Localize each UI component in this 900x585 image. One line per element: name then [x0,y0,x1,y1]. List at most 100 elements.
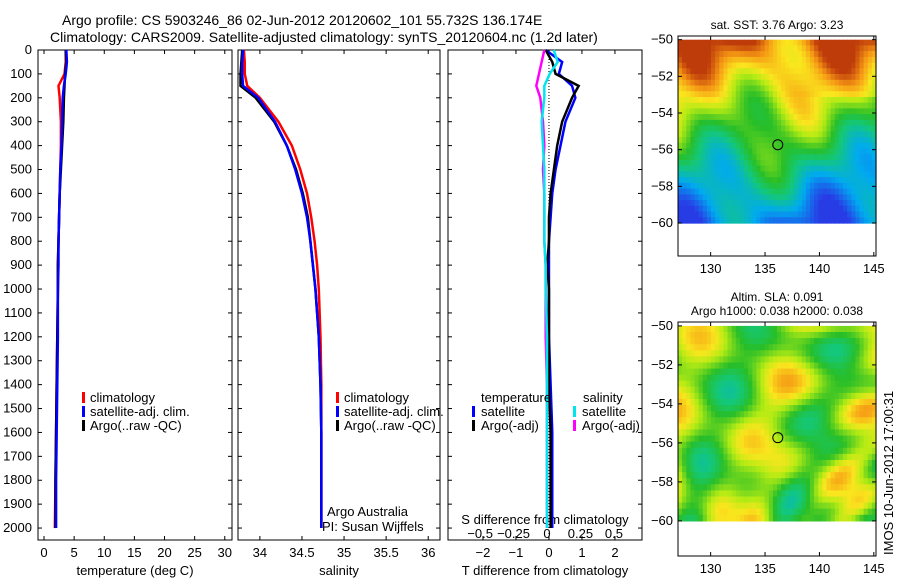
legend-swatch [82,392,85,403]
s-tick-label: −0.5 [467,526,493,541]
x-tick-label: 35.5 [373,545,398,560]
x-tick-label: 25 [187,545,201,560]
x-tick-label: 20 [157,545,171,560]
y-tick-label: −56 [651,142,673,157]
y-tick-label: −52 [651,357,673,372]
x-tick-label: −1 [509,545,524,560]
x-tick-label: −2 [476,545,491,560]
y-tick-label: 600 [10,185,32,200]
legend-header-temperature: temperature [481,390,551,405]
title-line1: Argo profile: CS 5903246_86 02-Jun-2012 … [62,12,542,28]
y-tick-label: 1900 [3,496,32,511]
y-tick-label: 0 [25,42,32,57]
y-tick-label: 1400 [3,377,32,392]
legend-label: climatology [90,390,156,405]
y-tick-label: −52 [651,68,673,83]
x-tick-label: 130 [700,261,722,276]
legend-label: climatology [344,390,410,405]
s-tick-label: −0.25 [497,526,530,541]
series-line-satellite-adj-clim- [54,49,69,529]
x-axis-label: T difference from climatology [462,563,629,578]
y-tick-label: −54 [651,105,673,120]
map-title: sat. SST: 3.76 Argo: 3.23 [711,18,844,32]
sst-map-axes-box [677,35,877,257]
y-tick-label: 300 [10,114,32,129]
x-tick-label: 140 [809,261,831,276]
y-tick-label: −50 [651,318,673,333]
legend-label: satellite-adj. clim. [344,404,444,419]
y-tick-label: 700 [10,209,32,224]
x-axis-label: temperature (deg C) [76,563,193,578]
series-line-s-satellite [540,49,560,529]
y-tick-label: 1200 [3,329,32,344]
annotation-line: Argo Australia [327,504,409,519]
x-tick-label: 145 [863,561,885,576]
y-tick-label: 100 [10,66,32,81]
legend-swatch [472,406,475,417]
y-tick-label: 1100 [4,305,32,320]
temperature-axes-box [37,49,233,541]
s-tick-label: 0.25 [568,526,593,541]
legend-swatch [82,406,85,417]
legend-label: Argo(..raw -QC) [90,418,182,433]
series-line-satellite-adj-clim- [240,49,323,529]
x-tick-label: 30 [218,545,232,560]
y-tick-label: −60 [651,513,673,528]
map-title-line: Argo h1000: 0.038 h2000: 0.038 [691,304,863,318]
legend-header-salinity: salinity [583,390,623,405]
y-tick-label: −60 [651,215,673,230]
y-tick-label: 1000 [3,281,32,296]
y-tick-label: 500 [10,162,32,177]
x-tick-label: 135 [754,261,776,276]
annotation-line: PI: Susan Wijffels [322,519,424,534]
x-tick-label: 34 [253,545,267,560]
map-title-line: Altim. SLA: 0.091 [731,290,824,304]
series-line-t-argo-adj- [544,49,581,529]
y-tick-label: 1700 [3,448,32,463]
y-tick-label: 1600 [3,424,32,439]
x-tick-label: 10 [97,545,111,560]
x-tick-label: 130 [700,561,722,576]
legend-label: satellite [481,404,525,419]
sla-map-field [678,325,877,522]
title-line2: Climatology: CARS2009. Satellite-adjuste… [50,29,598,45]
legend-label: Argo(..raw -QC) [344,418,436,433]
legend-label: satellite [582,404,626,419]
x-tick-label: 1 [578,545,585,560]
legend-swatch [573,420,576,431]
legend-swatch [573,406,576,417]
y-tick-label: 900 [10,257,32,272]
y-tick-label: 200 [10,90,32,105]
legend-swatch [336,406,339,417]
y-tick-label: 1300 [3,353,32,368]
s-tick-label: 0 [543,526,550,541]
x-tick-label: 2 [611,545,618,560]
x-tick-label: 35 [337,545,351,560]
x-tick-label: 0 [545,545,552,560]
y-tick-label: −56 [651,435,673,450]
legend-label: satellite-adj. clim. [90,404,190,419]
x-tick-label: 15 [127,545,141,560]
y-tick-label: 1800 [3,472,32,487]
y-tick-label: −50 [651,32,673,47]
legend-swatch [336,392,339,403]
x-tick-label: 140 [809,561,831,576]
legend-swatch [336,420,339,431]
y-tick-label: −58 [651,178,673,193]
x-tick-label: 135 [754,561,776,576]
sst-map-field [678,39,877,224]
x-tick-label: 34.5 [289,545,314,560]
legend-label: Argo(-adj) [481,418,539,433]
x-tick-label: 145 [863,261,885,276]
s-axis-label: S difference from climatology [461,512,629,527]
legend-swatch [472,420,475,431]
y-tick-label: −54 [651,396,673,411]
y-tick-label: −58 [651,474,673,489]
x-tick-label: 0 [40,545,47,560]
x-tick-label: 36 [421,545,435,560]
y-tick-label: 400 [10,138,32,153]
argo-float-marker [772,432,784,444]
y-tick-label: 1500 [3,401,32,416]
argo-float-marker [772,139,784,151]
